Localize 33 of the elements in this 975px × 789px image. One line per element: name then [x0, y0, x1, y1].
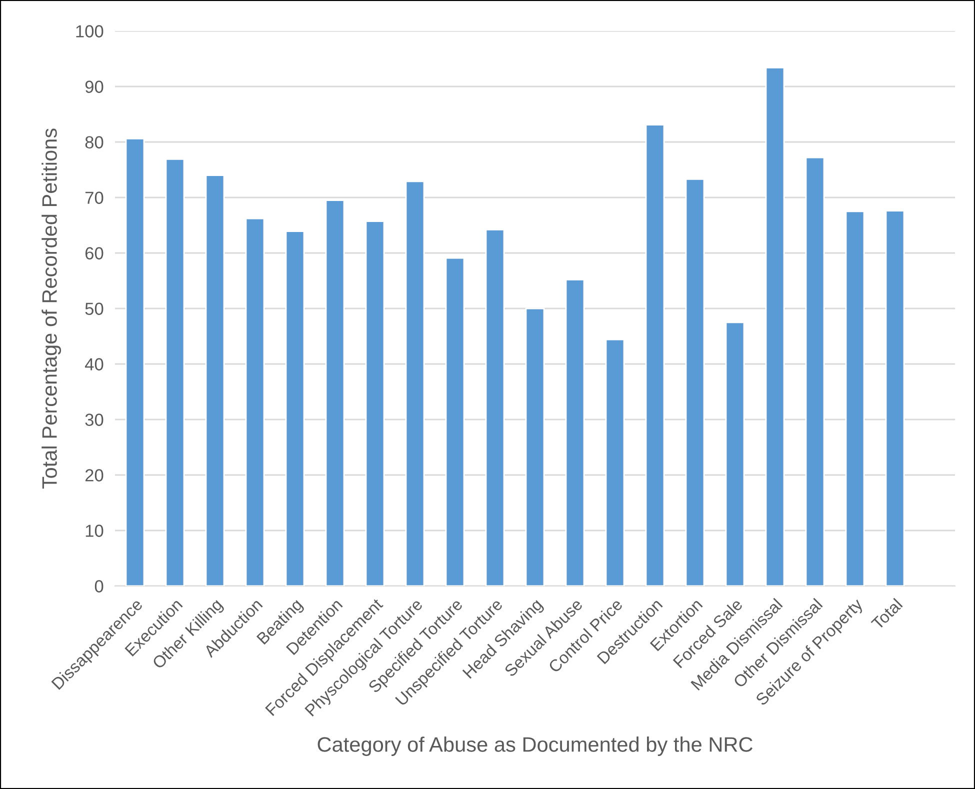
y-tick-label: 30 — [85, 414, 104, 426]
bar — [805, 156, 825, 586]
y-tick-label: 40 — [84, 358, 104, 370]
bar — [525, 308, 545, 586]
y-tick-label: 100 — [76, 25, 104, 38]
bar — [645, 124, 665, 586]
bar — [485, 228, 505, 586]
y-tick-label: 70 — [85, 192, 104, 204]
y-tick-label: 50 — [85, 302, 104, 315]
bar — [125, 138, 145, 586]
bar — [725, 322, 745, 586]
bar — [285, 230, 305, 586]
bar — [445, 257, 465, 586]
bar — [205, 174, 225, 586]
bar — [365, 220, 385, 586]
y-axis-title: Total Percentage of Recorded Petitions — [42, 128, 62, 489]
y-tick-label: 10 — [86, 524, 104, 537]
bar — [685, 178, 705, 586]
y-tick-label: 60 — [85, 247, 104, 260]
bar — [845, 210, 865, 586]
bar — [245, 218, 265, 586]
y-tick-label: 0 — [94, 580, 104, 592]
bar — [885, 210, 905, 586]
bar — [325, 200, 345, 586]
y-tick-label: 80 — [85, 136, 104, 148]
bar — [765, 66, 785, 586]
bar — [565, 278, 585, 586]
x-axis-title: Category of Abuse as Documented by the NRC — [318, 736, 753, 756]
bar — [405, 180, 425, 586]
bar — [605, 338, 625, 586]
y-tick-label: 90 — [85, 80, 104, 93]
y-tick-label: 20 — [85, 469, 104, 482]
bar — [165, 158, 185, 586]
